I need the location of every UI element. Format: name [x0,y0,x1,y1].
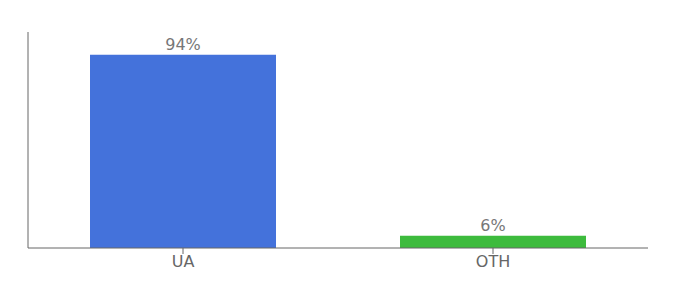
svg-text:UA: UA [172,252,195,271]
svg-text:6%: 6% [480,216,505,235]
svg-text:94%: 94% [165,35,201,54]
svg-text:OTH: OTH [476,252,510,271]
